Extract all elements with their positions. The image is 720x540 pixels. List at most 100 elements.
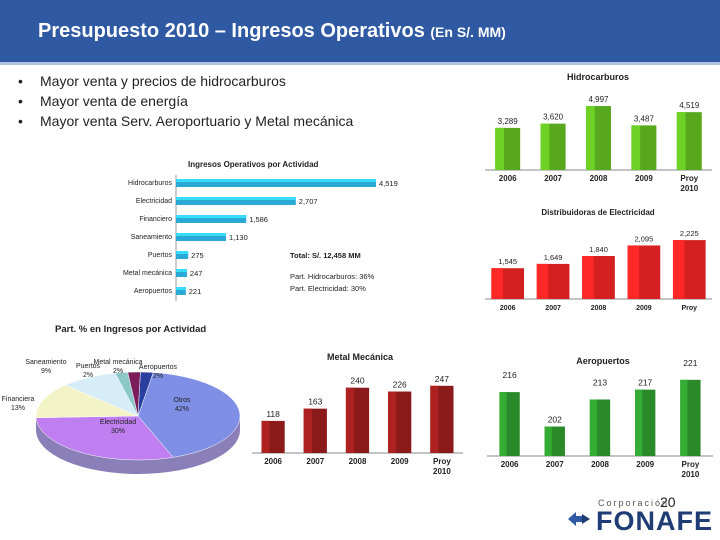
bar: [176, 287, 186, 295]
slice-pct: 13%: [11, 405, 25, 412]
value-label: 1,586: [249, 215, 268, 224]
bar: [176, 251, 189, 259]
category-label: 2006: [500, 305, 516, 312]
chart-title: Part. % en Ingresos por Actividad: [55, 324, 206, 335]
category-label: Proy: [433, 457, 451, 466]
slice-label: Puertos: [76, 363, 101, 370]
bar-highlight: [586, 106, 595, 170]
pie-slice: [137, 372, 241, 458]
slice-pct: 2%: [113, 368, 123, 375]
header-divider: [0, 62, 720, 65]
category-label: Hidrocarburos: [128, 180, 172, 187]
bar-highlight: [176, 287, 186, 290]
chart-title: Aeropuertos: [576, 356, 630, 366]
slice-label: Electricidad: [100, 419, 136, 426]
value-label: 2,707: [299, 197, 318, 206]
bar-highlight: [631, 125, 641, 170]
value-label: 240: [350, 376, 364, 386]
slide-header: Presupuesto 2010 – Ingresos Operativos (…: [0, 0, 720, 65]
bullet-item: Mayor venta de energía: [18, 91, 353, 111]
logo-mark-icon: [568, 512, 590, 526]
bar-highlight: [676, 112, 686, 170]
slice-label: Saneamiento: [25, 359, 66, 366]
pie-slice: [35, 415, 174, 461]
category-label: 2006: [499, 174, 517, 183]
slice-pct: 42%: [175, 406, 189, 413]
bar-highlight: [176, 233, 227, 236]
title-unit: (En S/. MM): [430, 24, 506, 40]
category-label: Electricidad: [136, 198, 172, 205]
slide-title: Presupuesto 2010 – Ingresos Operativos (…: [38, 20, 506, 43]
value-label: 247: [435, 374, 449, 384]
category-label: 2007: [306, 457, 324, 466]
bar-highlight: [345, 387, 355, 453]
bar: [176, 233, 227, 241]
slice-pct: 2%: [153, 373, 163, 380]
electricidad-bar-chart: Distribuidoras de Electricidad 1,545 2006 1…: [485, 208, 712, 312]
bar-highlight: [176, 251, 189, 254]
category-label: 2007: [546, 460, 564, 469]
category-label: Proy: [680, 174, 698, 183]
value-label: 118: [266, 409, 280, 419]
category-label: 2008: [590, 174, 608, 183]
value-label: 221: [683, 358, 697, 368]
category-label: 2008: [591, 305, 607, 312]
slice-pct: 30%: [111, 428, 125, 435]
logo-name: FONAFE: [596, 506, 713, 536]
category-label: 2006: [264, 457, 282, 466]
bar-highlight: [635, 389, 643, 456]
value-label: 221: [189, 287, 202, 296]
category-label: 2007: [544, 174, 562, 183]
category-label: Saneamiento: [131, 234, 172, 241]
bar: [176, 197, 296, 205]
value-label: 3,620: [543, 113, 564, 122]
value-label: 4,997: [588, 95, 609, 104]
value-label: 275: [191, 251, 204, 260]
value-label: 216: [503, 370, 517, 380]
bar-highlight: [499, 392, 507, 456]
value-label: 163: [308, 397, 322, 407]
value-label: 2,095: [635, 234, 654, 243]
bar-highlight: [540, 123, 550, 170]
category-label: Metal mecánica: [123, 270, 172, 277]
category-label: Aeropuertos: [134, 288, 173, 295]
bar: [176, 269, 187, 277]
value-label: 1,545: [498, 257, 517, 266]
value-label: 3,487: [634, 114, 655, 123]
annotation-total: Total: S/. 12,458 MM: [290, 251, 361, 260]
chart-title: Ingresos Operativos por Actividad: [188, 160, 319, 169]
category-label: 2007: [545, 305, 561, 312]
slice-pct: 2%: [83, 372, 93, 379]
value-label: 1,130: [229, 233, 248, 242]
bar-highlight: [261, 420, 270, 453]
category-label-line2: 2010: [680, 184, 698, 193]
value-label: 226: [393, 380, 407, 390]
bar-highlight: [176, 179, 376, 182]
slice-label: Financiera: [2, 396, 35, 403]
bullet-item: Mayor venta y precios de hidrocarburos: [18, 71, 353, 91]
bullet-item: Mayor venta Serv. Aeroportuario y Metal …: [18, 111, 353, 131]
bar-highlight: [589, 399, 597, 456]
bar-highlight: [680, 379, 688, 456]
category-label: Financiero: [139, 216, 172, 223]
footer: [0, 485, 720, 540]
category-label: 2009: [636, 305, 652, 312]
bar-highlight: [176, 197, 296, 200]
category-label: 2008: [349, 457, 367, 466]
value-label: 4,519: [379, 179, 398, 188]
slice-label: Aeropuertos: [139, 364, 178, 371]
pie-slice: [35, 384, 139, 418]
bar-highlight: [491, 268, 503, 299]
bar-highlight: [176, 215, 247, 218]
bar-highlight: [430, 385, 439, 453]
bar-highlight: [495, 127, 504, 170]
bar-highlight: [536, 263, 549, 299]
bar-highlight: [176, 269, 187, 272]
chart-title: Distribuidoras de Electricidad: [541, 208, 654, 217]
participacion-pie-chart: Part. % en Ingresos por Actividad Otros 42…: [2, 324, 241, 474]
bar: [176, 215, 247, 223]
bar-highlight: [582, 256, 594, 299]
category-label: 2009: [635, 174, 653, 183]
slice-label: Otros: [173, 397, 191, 404]
value-label: 2,225: [680, 229, 699, 238]
